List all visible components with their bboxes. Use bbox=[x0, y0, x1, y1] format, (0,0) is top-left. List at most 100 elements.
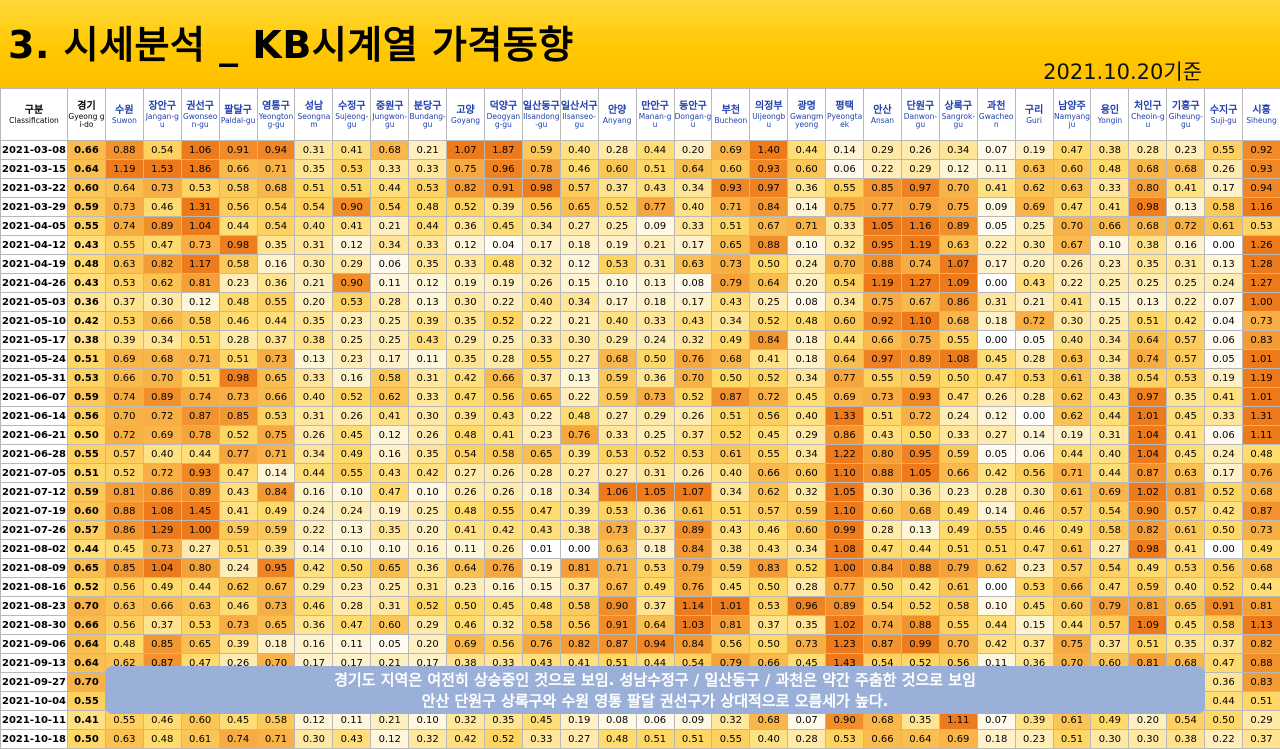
value-cell: 0.21 bbox=[560, 312, 598, 331]
value-cell: 0.47 bbox=[1015, 540, 1053, 559]
value-cell: 0.22 bbox=[295, 521, 333, 540]
value-cell: 0.39 bbox=[447, 407, 485, 426]
value-cell: 0.68 bbox=[143, 350, 181, 369]
column-header-ko: 단원구 bbox=[902, 101, 939, 113]
value-cell: 1.04 bbox=[181, 217, 219, 236]
value-cell: 0.50 bbox=[939, 369, 977, 388]
column-header-en: Sujeong-gu bbox=[333, 113, 370, 129]
value-cell: 0.52 bbox=[105, 464, 143, 483]
value-cell: 0.54 bbox=[447, 445, 485, 464]
value-cell: 0.18 bbox=[560, 236, 598, 255]
value-cell: 0.75 bbox=[447, 160, 485, 179]
value-cell: 0.88 bbox=[105, 502, 143, 521]
value-cell: 0.06 bbox=[826, 160, 864, 179]
value-cell: 0.54 bbox=[1091, 502, 1129, 521]
value-cell: 0.61 bbox=[939, 578, 977, 597]
value-cell: 0.52 bbox=[598, 198, 636, 217]
value-cell: 1.07 bbox=[939, 255, 977, 274]
date-cell: 2021-05-17 bbox=[1, 331, 68, 350]
value-cell: 0.65 bbox=[371, 559, 409, 578]
value-cell: 0.47 bbox=[1205, 654, 1243, 673]
value-cell: 0.35 bbox=[788, 616, 826, 635]
value-cell: 0.81 bbox=[105, 483, 143, 502]
date-cell: 2021-09-13 bbox=[1, 654, 68, 673]
value-cell: 1.05 bbox=[864, 217, 902, 236]
value-cell: 0.06 bbox=[1205, 426, 1243, 445]
title-bar: 3. 시세분석 _ KB시계열 가격동향 2021.10.20기준 bbox=[0, 0, 1280, 88]
value-cell: 0.33 bbox=[409, 388, 447, 407]
value-cell: 0.41 bbox=[1167, 540, 1205, 559]
date-cell: 2021-07-26 bbox=[1, 521, 68, 540]
value-cell: 0.46 bbox=[447, 616, 485, 635]
value-cell: 0.10 bbox=[1091, 236, 1129, 255]
value-cell: 0.81 bbox=[1129, 597, 1167, 616]
value-cell: 0.33 bbox=[636, 312, 674, 331]
value-cell: 0.94 bbox=[1243, 179, 1280, 198]
date-cell: 2021-09-27 bbox=[1, 673, 68, 692]
column-header-ko: 장안구 bbox=[144, 101, 181, 113]
column-header-en: Bucheon bbox=[712, 117, 749, 125]
value-cell: 0.72 bbox=[105, 426, 143, 445]
value-cell: 0.85 bbox=[864, 179, 902, 198]
value-cell: 0.25 bbox=[1091, 312, 1129, 331]
value-cell: 0.51 bbox=[295, 179, 333, 198]
value-cell: 0.89 bbox=[826, 597, 864, 616]
value-cell: 0.64 bbox=[674, 160, 712, 179]
value-cell: 0.56 bbox=[1015, 464, 1053, 483]
value-cell: 1.02 bbox=[1129, 483, 1167, 502]
value-cell: 0.61 bbox=[1053, 540, 1091, 559]
value-cell: 0.48 bbox=[1091, 160, 1129, 179]
value-cell: 0.73 bbox=[636, 388, 674, 407]
value-cell: 0.25 bbox=[1129, 274, 1167, 293]
value-cell: 0.55 bbox=[939, 616, 977, 635]
value-cell: 0.28 bbox=[977, 483, 1015, 502]
value-cell: 0.65 bbox=[522, 388, 560, 407]
value-cell: 0.73 bbox=[864, 388, 902, 407]
value-cell: 0.43 bbox=[68, 236, 106, 255]
value-cell: 0.13 bbox=[333, 521, 371, 540]
value-cell: 0.52 bbox=[1205, 578, 1243, 597]
value-cell: 1.00 bbox=[826, 559, 864, 578]
value-cell: 0.42 bbox=[901, 578, 939, 597]
value-cell: 0.23 bbox=[333, 350, 371, 369]
value-cell: 0.53 bbox=[598, 502, 636, 521]
value-cell: 0.66 bbox=[750, 464, 788, 483]
value-cell: 0.48 bbox=[522, 597, 560, 616]
value-cell: 0.10 bbox=[333, 540, 371, 559]
value-cell: 0.31 bbox=[409, 578, 447, 597]
value-cell: 0.84 bbox=[750, 198, 788, 217]
value-cell: 0.93 bbox=[750, 160, 788, 179]
value-cell: 0.16 bbox=[257, 255, 295, 274]
value-cell: 0.52 bbox=[219, 426, 257, 445]
value-cell: 0.37 bbox=[522, 369, 560, 388]
value-cell: 0.17 bbox=[674, 236, 712, 255]
value-cell: 0.31 bbox=[371, 597, 409, 616]
value-cell: 0.24 bbox=[219, 559, 257, 578]
value-cell: 0.69 bbox=[1091, 483, 1129, 502]
value-cell: 0.48 bbox=[105, 635, 143, 654]
value-cell: 0.51 bbox=[1129, 312, 1167, 331]
value-cell: 0.34 bbox=[712, 483, 750, 502]
value-cell: 0.77 bbox=[826, 578, 864, 597]
value-cell: 0.62 bbox=[750, 483, 788, 502]
value-cell: 0.58 bbox=[939, 597, 977, 616]
value-cell: 0.48 bbox=[447, 502, 485, 521]
value-cell: 0.46 bbox=[219, 597, 257, 616]
column-header-en: Gwonseon-gu bbox=[182, 113, 219, 129]
value-cell: 0.66 bbox=[219, 160, 257, 179]
value-cell: 0.27 bbox=[977, 426, 1015, 445]
value-cell: 0.47 bbox=[977, 369, 1015, 388]
value-cell: 0.27 bbox=[598, 407, 636, 426]
column-header-ko: 일산서구 bbox=[561, 101, 598, 113]
value-cell: 1.19 bbox=[1243, 369, 1280, 388]
value-cell: 0.59 bbox=[522, 141, 560, 160]
value-cell: 0.15 bbox=[522, 578, 560, 597]
value-cell: 0.66 bbox=[484, 369, 522, 388]
value-cell: 0.48 bbox=[598, 730, 636, 749]
value-cell: 0.41 bbox=[447, 521, 485, 540]
